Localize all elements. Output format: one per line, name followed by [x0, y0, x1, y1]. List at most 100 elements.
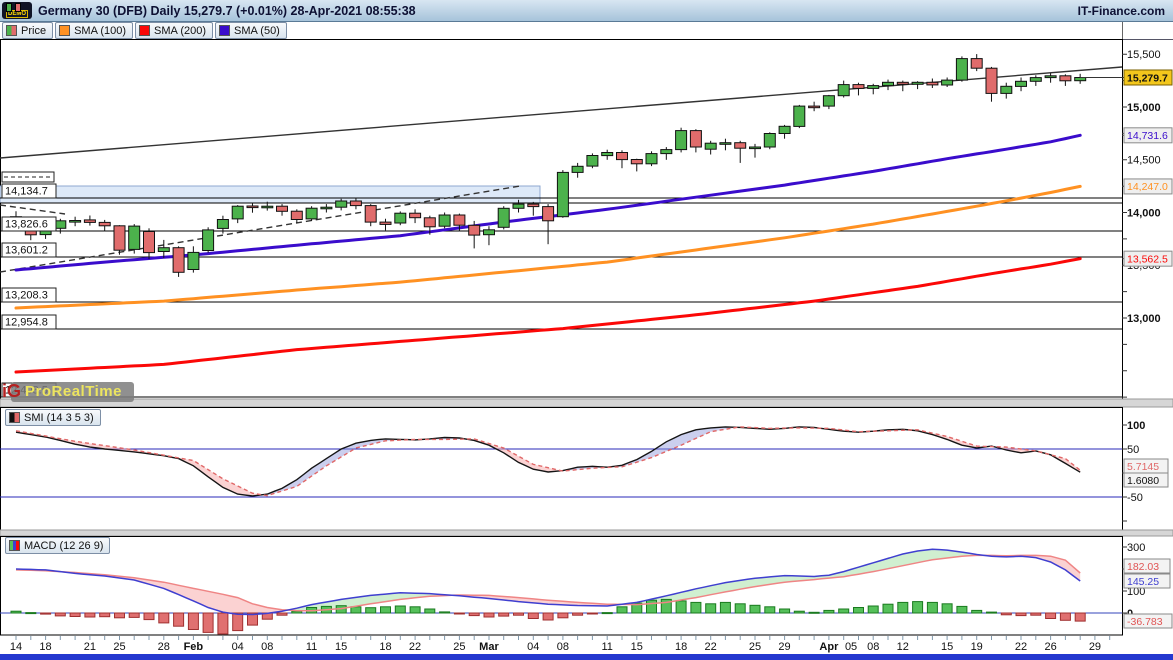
macd-bar: [483, 612, 495, 618]
macd-label: MACD (12 26 9): [24, 539, 104, 552]
price-panel[interactable]: [0, 39, 1123, 400]
macd-bar: [143, 612, 155, 621]
macd-bar: [291, 610, 303, 614]
date-label: 04: [527, 641, 539, 653]
smi-value-label: 5.7145: [1127, 461, 1159, 473]
macd-bar: [114, 612, 125, 619]
macd-bar: [616, 606, 628, 614]
candle-body: [202, 229, 215, 251]
candle-body: [1059, 75, 1072, 82]
candle-body: [216, 219, 229, 229]
macd-indicator-tab[interactable]: MACD (12 26 9): [5, 537, 111, 554]
sma100-swatch-icon: [59, 25, 71, 36]
candle-body: [586, 155, 599, 167]
macd-signal-line: [15, 554, 1081, 612]
macd-bar: [1030, 612, 1042, 616]
macd-bar: [217, 612, 229, 635]
indicator-fill: [993, 446, 1081, 473]
date-label: 22: [705, 641, 717, 653]
macd-bar: [808, 611, 820, 614]
macd-bar: [10, 610, 22, 614]
candles-layer[interactable]: [10, 54, 1087, 277]
macd-bar: [1074, 612, 1086, 622]
candle-body: [1044, 75, 1057, 79]
legend-price-label: Price: [21, 24, 47, 37]
candle-body: [675, 130, 688, 151]
candle-body: [438, 214, 451, 227]
candle-body: [83, 219, 96, 223]
candle-body: [601, 152, 614, 157]
date-label: 28: [158, 641, 170, 653]
level-label: 13,208.3: [5, 290, 48, 302]
candle-body: [512, 203, 525, 209]
level-label-box[interactable]: [1, 242, 57, 258]
candle-body: [98, 221, 111, 227]
smi-label: SMI (14 3 5 3): [24, 411, 94, 424]
macd-bar: [690, 601, 702, 614]
price-scale-label: 13,000: [1127, 313, 1161, 325]
candle-body: [453, 214, 466, 226]
macd-histogram: [10, 598, 1086, 635]
axis-value-label: 13,562.5: [1127, 253, 1168, 265]
date-label: 25: [749, 641, 761, 653]
date-label: 15: [631, 641, 643, 653]
level-label-box[interactable]: [1, 183, 57, 199]
legend-sma200-tab[interactable]: SMA (200): [135, 22, 213, 39]
macd-panel[interactable]: [0, 536, 1123, 636]
legend-sma50-label: SMA (50): [234, 24, 280, 37]
supply-zone-band[interactable]: [0, 185, 541, 204]
price-scale-label: 15,500: [1127, 49, 1161, 61]
legend-price-tab[interactable]: Price: [2, 22, 54, 39]
candle-body: [290, 210, 303, 220]
panel-splitter[interactable]: [0, 529, 1173, 537]
date-label: 25: [113, 641, 125, 653]
indicator-fill: [464, 438, 561, 472]
candlestick-icon: [6, 25, 17, 36]
dashed-trendline[interactable]: [0, 204, 66, 215]
time-axis[interactable]: [0, 635, 1173, 655]
macd-bar: [513, 612, 524, 616]
smi-panel[interactable]: [0, 407, 1123, 531]
macd-bar: [187, 612, 199, 630]
date-label: 11: [601, 641, 612, 653]
candle-body: [246, 205, 259, 209]
level-label-box[interactable]: [1, 216, 57, 232]
macd-scale-label: 300: [1127, 542, 1145, 554]
macd-bar: [779, 608, 791, 614]
macd-bar: [1000, 612, 1012, 616]
legend-sma200-label: SMA (200): [154, 24, 206, 37]
macd-bar: [84, 612, 96, 618]
candle-body: [468, 224, 481, 236]
macd-bar: [424, 608, 436, 614]
candle-body: [157, 247, 170, 252]
level-label-box[interactable]: [1, 287, 57, 303]
indicator-fill: [62, 571, 288, 615]
legend-sma50-tab[interactable]: SMA (50): [215, 22, 287, 39]
date-label: 15: [941, 641, 953, 653]
candle-body: [172, 247, 185, 273]
candle-body: [955, 58, 968, 81]
smi-line: [15, 426, 1081, 497]
legend-sma100-tab[interactable]: SMA (100): [55, 22, 134, 39]
macd-bar: [365, 607, 377, 614]
panel-splitter[interactable]: [0, 398, 1173, 408]
sma200-line: [14, 257, 1082, 374]
smi-indicator-tab[interactable]: SMI (14 3 5 3): [5, 409, 101, 426]
macd-line: [15, 548, 1081, 616]
smi-value-label: 1.6080: [1127, 475, 1159, 487]
ig-logo: iG: [2, 381, 22, 401]
dashed-trendline[interactable]: [0, 185, 521, 273]
macd-bar: [971, 609, 983, 614]
sma100-line: [14, 184, 1082, 310]
candle-body: [689, 130, 702, 148]
macd-bar: [202, 612, 214, 633]
candle-body: [409, 212, 422, 219]
date-label: 22: [1015, 641, 1027, 653]
macd-bar: [586, 612, 598, 615]
legend-row: Price SMA (100) SMA (200) SMA (50): [2, 22, 287, 39]
level-label-box[interactable]: [1, 314, 57, 330]
macd-bar: [247, 612, 258, 626]
level-label: 13,601.2: [5, 245, 48, 257]
